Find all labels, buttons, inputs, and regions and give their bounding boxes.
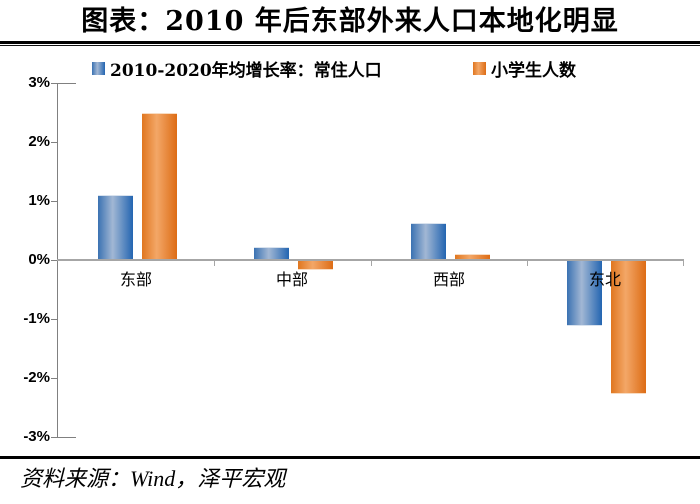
chart-title: 图表：2010 年后东部外来人口本地化明显 — [81, 6, 619, 37]
bar-primary-students-2 — [298, 260, 333, 270]
y-axis-tick — [51, 142, 57, 143]
y-axis-tick-label: 1% — [28, 192, 50, 209]
y-axis-tick-label: 0% — [28, 251, 50, 268]
legend-item-primary-students: 小学生人数 — [473, 57, 576, 81]
y-axis-tick — [51, 437, 57, 438]
y-axis-tick-label: -3% — [23, 428, 50, 445]
y-axis-top-tick — [58, 83, 76, 84]
chart-legend: 2010-2020年均增长率：常住人口 小学生人数 — [0, 57, 700, 81]
bar-primary-students-1 — [142, 112, 177, 261]
bar-resident-population-3 — [411, 223, 446, 261]
y-axis-tick-label: 2% — [28, 133, 50, 150]
legend-swatch-blue-icon — [92, 61, 105, 75]
bar-resident-population-1 — [98, 195, 133, 261]
bar-primary-students-4 — [611, 260, 646, 394]
category-label-3: 西部 — [432, 270, 465, 289]
category-axis-tick — [371, 261, 372, 266]
category-axis-tick — [683, 261, 684, 266]
title-divider — [0, 41, 700, 46]
category-axis-line — [57, 259, 684, 261]
y-axis-tick — [51, 83, 57, 84]
y-axis-tick-label: 3% — [28, 74, 50, 91]
legend-label-resident-population: 2010-2020年均增长率：常住人口 — [110, 60, 382, 81]
bar-primary-students-3 — [455, 254, 490, 261]
footer-divider — [0, 456, 700, 459]
category-label-1: 东部 — [119, 270, 152, 289]
bar-resident-population-4 — [567, 260, 602, 326]
category-axis-tick — [527, 261, 528, 266]
category-label-4: 东北 — [588, 270, 621, 289]
y-axis-tick-label: -2% — [23, 369, 50, 386]
category-axis-tick — [214, 261, 215, 266]
y-axis-tick — [51, 260, 57, 261]
bar-resident-population-2 — [254, 247, 289, 261]
category-label-2: 中部 — [275, 270, 308, 289]
legend-swatch-orange-icon — [473, 61, 486, 75]
legend-label-primary-students: 小学生人数 — [491, 60, 576, 81]
y-axis-tick — [51, 201, 57, 202]
y-axis-tick — [51, 319, 57, 320]
y-axis-bottom-tick — [58, 437, 76, 438]
legend-item-resident-population: 2010-2020年均增长率：常住人口 — [92, 57, 382, 81]
source-note: 资料来源：Wind，泽平宏观 — [20, 466, 286, 491]
y-axis-tick-label: -1% — [23, 310, 50, 327]
y-axis-tick — [51, 378, 57, 379]
